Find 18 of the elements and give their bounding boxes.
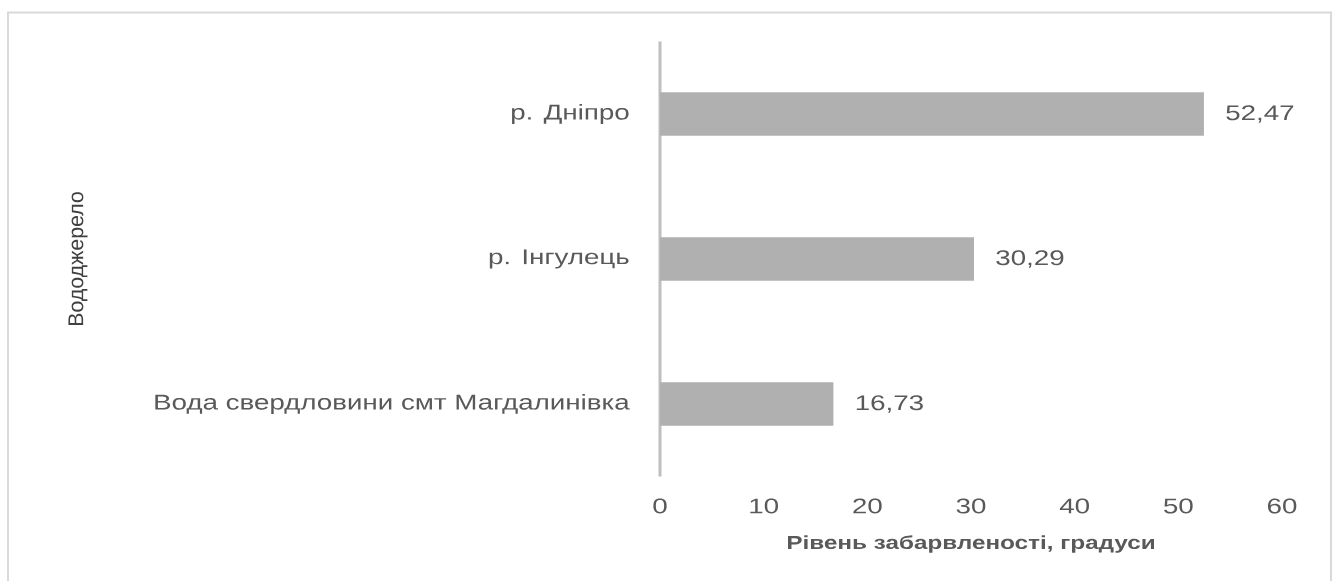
y-axis-title: Вододжерело — [68, 192, 88, 326]
x-tick-label: 40 — [1059, 498, 1089, 514]
x-tick-label: 30 — [956, 498, 986, 514]
x-tick-label: 10 — [750, 498, 779, 514]
bar — [660, 92, 1204, 136]
bar — [660, 382, 834, 426]
y-tick-label: Вода свердловини смт Магдалинівка — [155, 394, 630, 414]
y-tick-label: р. Дніпро — [511, 104, 629, 124]
x-tick-label: 50 — [1164, 498, 1193, 514]
y-tick-label: р. Інгулець — [489, 249, 629, 269]
data-label: 52,47 — [1226, 105, 1294, 123]
x-tick-label: 60 — [1267, 498, 1297, 514]
x-tick-label: 0 — [653, 498, 667, 514]
x-axis-title: Рівень забарвленості, градуси — [787, 535, 1154, 553]
bar — [660, 237, 974, 281]
x-tick-label: 20 — [853, 498, 882, 514]
data-label: 16,73 — [856, 395, 923, 413]
data-label: 30,29 — [996, 250, 1064, 268]
